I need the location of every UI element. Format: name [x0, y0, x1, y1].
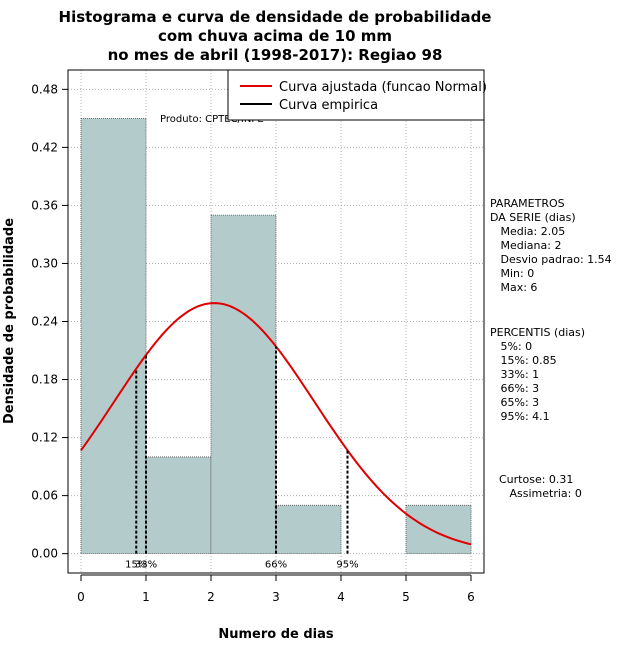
percentile-marker-label: 66%: [265, 560, 287, 571]
params-line: DA SERIE (dias): [490, 211, 576, 224]
series-parameters: PARAMETROS DA SERIE (dias) Media: 2.05 M…: [490, 197, 612, 294]
y-tick-label: 0.24: [31, 315, 58, 329]
legend-box: [227, 69, 485, 121]
title-line-3: no mes de abril (1998-2017): Regiao 98: [108, 46, 443, 64]
y-tick-label: 0.06: [31, 489, 58, 503]
params-line: Max: 6: [490, 281, 537, 294]
histogram-bar: [145, 456, 212, 555]
histogram-bar: [275, 504, 342, 555]
y-tick-label: 0.48: [31, 82, 58, 96]
y-tick-label: 0.18: [31, 373, 58, 387]
x-axis-title: Numero de dias: [218, 627, 334, 642]
histogram-bars: [80, 117, 472, 555]
y-tick-label: 0.42: [31, 140, 58, 154]
y-tick-label: 0.00: [31, 547, 58, 561]
x-tick-label: 0: [77, 590, 85, 604]
percentile-markers: 15%33% 66% 95%: [125, 346, 359, 571]
title-line-1: Histograma e curva de densidade de proba…: [59, 8, 492, 26]
params-line: Media: 2.05: [490, 225, 565, 238]
skewness-line: Assimetria: 0: [499, 487, 582, 500]
x-tick-label: 1: [142, 590, 150, 604]
percentile-line: 5%: 0: [490, 340, 532, 353]
x-tick-label: 2: [207, 590, 215, 604]
y-tick-label: 0.12: [31, 431, 58, 445]
percentile-line: 15%: 0.85: [490, 354, 557, 367]
histogram-bar: [80, 117, 147, 555]
x-tick-label: 5: [402, 590, 410, 604]
legend: Curva ajustada (funcao Normal) Curva emp…: [227, 69, 487, 121]
percentile-marker-label: 33%: [135, 560, 157, 571]
title-line-2: com chuva acima de 10 mm: [158, 27, 392, 45]
percentile-line: PERCENTIS (dias): [490, 326, 585, 339]
percentile-line: 65%: 3: [490, 396, 539, 409]
product-label: Produto: CPTEC/INPE: [160, 114, 264, 125]
percentile-list: PERCENTIS (dias) 5%: 0 15%: 0.85 33%: 1 …: [490, 326, 585, 423]
percentile-marker-label: 95%: [336, 560, 358, 571]
percentile-line: 66%: 3: [490, 382, 539, 395]
legend-label-normal: Curva ajustada (funcao Normal): [279, 80, 487, 95]
shape-statistics: Curtose: 0.31 Assimetria: 0: [499, 473, 582, 500]
y-tick-label: 0.30: [31, 256, 58, 270]
x-tick-label: 4: [337, 590, 345, 604]
percentile-line: 95%: 4.1: [490, 410, 550, 423]
params-line: Desvio padrao: 1.54: [490, 253, 612, 266]
params-line: PARAMETROS: [490, 197, 565, 210]
y-axis-title: Densidade de probabilidade: [2, 218, 17, 424]
side-panel: PARAMETROS DA SERIE (dias) Media: 2.05 M…: [490, 197, 612, 500]
histogram-bar: [210, 214, 277, 555]
params-line: Min: 0: [490, 267, 534, 280]
x-tick-label: 3: [272, 590, 280, 604]
percentile-line: 33%: 1: [490, 368, 539, 381]
histogram-bar: [405, 504, 472, 555]
y-tick-label: 0.36: [31, 198, 58, 212]
params-line: Mediana: 2: [490, 239, 561, 252]
x-tick-label: 6: [467, 590, 475, 604]
percentile-marker-label: 15%: [125, 560, 147, 571]
kurtosis-line: Curtose: 0.31: [499, 473, 573, 486]
chart-title: Histograma e curva de densidade de proba…: [59, 8, 492, 64]
legend-label-empirical: Curva empirica: [279, 98, 378, 113]
